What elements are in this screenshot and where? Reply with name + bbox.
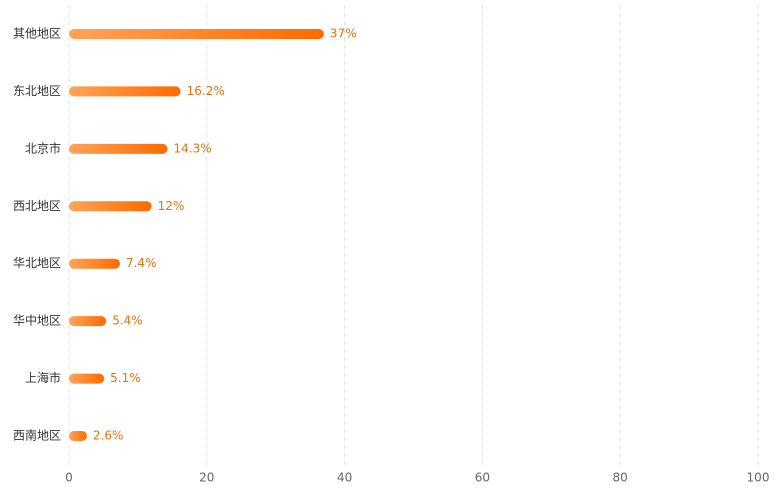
- category-label: 上海市: [25, 370, 61, 385]
- value-label: 16.2%: [187, 84, 225, 98]
- bar: [69, 373, 105, 384]
- value-label: 37%: [330, 27, 357, 41]
- bar: [69, 431, 87, 441]
- x-tick-label: 100: [747, 471, 770, 485]
- value-label: 2.6%: [93, 429, 124, 443]
- bar: [69, 316, 107, 327]
- value-label: 14.3%: [174, 141, 212, 155]
- bar: [69, 86, 181, 97]
- x-tick-label: 40: [337, 471, 352, 485]
- bar: [69, 201, 152, 212]
- category-label: 西北地区: [13, 199, 61, 213]
- category-label: 华北地区: [13, 256, 61, 270]
- value-label: 5.4%: [112, 314, 142, 328]
- category-label: 其他地区: [13, 27, 61, 41]
- x-tick-label: 0: [65, 471, 73, 485]
- x-tick-label: 20: [199, 471, 214, 485]
- category-label: 东北地区: [13, 84, 61, 98]
- bar: [69, 29, 324, 39]
- x-tick-label: 80: [613, 471, 628, 485]
- value-label: 5.1%: [110, 371, 141, 385]
- value-label: 12%: [158, 199, 185, 213]
- x-tick-label: 60: [475, 471, 490, 485]
- category-label: 华中地区: [13, 313, 61, 328]
- bar: [69, 143, 168, 154]
- category-label: 北京市: [25, 140, 61, 155]
- value-label: 7.4%: [126, 256, 156, 270]
- category-label: 西南地区: [13, 428, 61, 443]
- bar: [69, 258, 120, 269]
